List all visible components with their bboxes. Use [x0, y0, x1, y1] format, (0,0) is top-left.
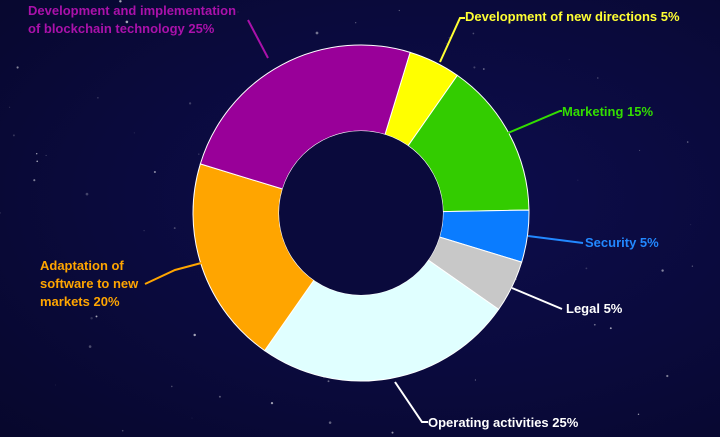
star	[577, 179, 579, 181]
leader-security	[527, 235, 584, 244]
star	[609, 327, 612, 330]
star	[270, 401, 274, 405]
star	[36, 160, 39, 163]
star	[391, 431, 394, 434]
star	[328, 421, 332, 424]
label-operating-activities: Operating activities 25%	[428, 415, 579, 430]
star	[170, 385, 173, 388]
leader-blockchain-technology	[247, 19, 269, 59]
label-adaptation-software: Adaptation of software to new markets 20…	[40, 257, 138, 311]
star	[0, 212, 1, 214]
star	[472, 32, 475, 35]
star	[173, 227, 176, 230]
star	[143, 229, 145, 232]
label-blockchain-line-1: Development and implementation	[28, 3, 237, 18]
star	[55, 384, 56, 386]
star	[686, 141, 689, 143]
star	[198, 153, 200, 155]
star	[12, 134, 15, 137]
label-development-new-directions: Development of new directions 5%	[465, 9, 680, 24]
star	[95, 315, 98, 318]
star	[85, 192, 89, 196]
star	[133, 132, 135, 134]
leader-legal	[511, 287, 563, 310]
star	[661, 269, 664, 272]
star	[9, 106, 11, 108]
label-adaptation-line-1: Adaptation of	[40, 258, 124, 273]
star	[448, 36, 451, 39]
label-adaptation-line-3: markets 20%	[40, 294, 120, 309]
star	[474, 379, 476, 381]
star	[398, 9, 400, 12]
star	[121, 15, 122, 17]
star	[33, 179, 36, 182]
star	[36, 153, 38, 155]
star	[445, 43, 447, 44]
star	[97, 97, 99, 99]
star	[568, 59, 570, 61]
star	[90, 317, 93, 320]
star	[16, 66, 19, 69]
star	[119, 0, 122, 3]
star	[153, 170, 156, 174]
leader-development-new-directions	[439, 17, 465, 63]
star	[482, 68, 485, 70]
star	[45, 154, 47, 156]
star	[597, 77, 599, 79]
star	[188, 102, 192, 105]
star	[191, 417, 193, 419]
leader-marketing	[507, 110, 562, 134]
star	[315, 31, 319, 35]
star	[121, 429, 124, 432]
star	[237, 11, 239, 13]
star	[88, 345, 92, 348]
star	[218, 395, 221, 398]
star	[585, 267, 588, 270]
label-marketing: Marketing 15%	[562, 104, 654, 119]
star	[193, 333, 196, 337]
star	[691, 265, 694, 267]
label-blockchain-line-2: of blockchain technology 25%	[28, 21, 215, 36]
star	[690, 224, 692, 226]
label-adaptation-line-2: software to new	[40, 276, 139, 291]
star	[327, 380, 330, 383]
star	[666, 374, 669, 378]
leader-adaptation-software	[144, 261, 206, 285]
star	[131, 286, 133, 288]
star	[643, 248, 645, 249]
star	[593, 323, 596, 326]
star	[637, 413, 640, 416]
star	[355, 22, 357, 24]
star	[473, 66, 476, 69]
donut-hole	[279, 131, 443, 295]
label-security: Security 5%	[585, 235, 659, 250]
leader-operating-activities	[394, 381, 428, 423]
label-blockchain-technology: Development and implementation of blockc…	[28, 2, 236, 38]
star	[125, 20, 129, 24]
label-legal: Legal 5%	[566, 301, 623, 316]
star	[639, 149, 641, 152]
